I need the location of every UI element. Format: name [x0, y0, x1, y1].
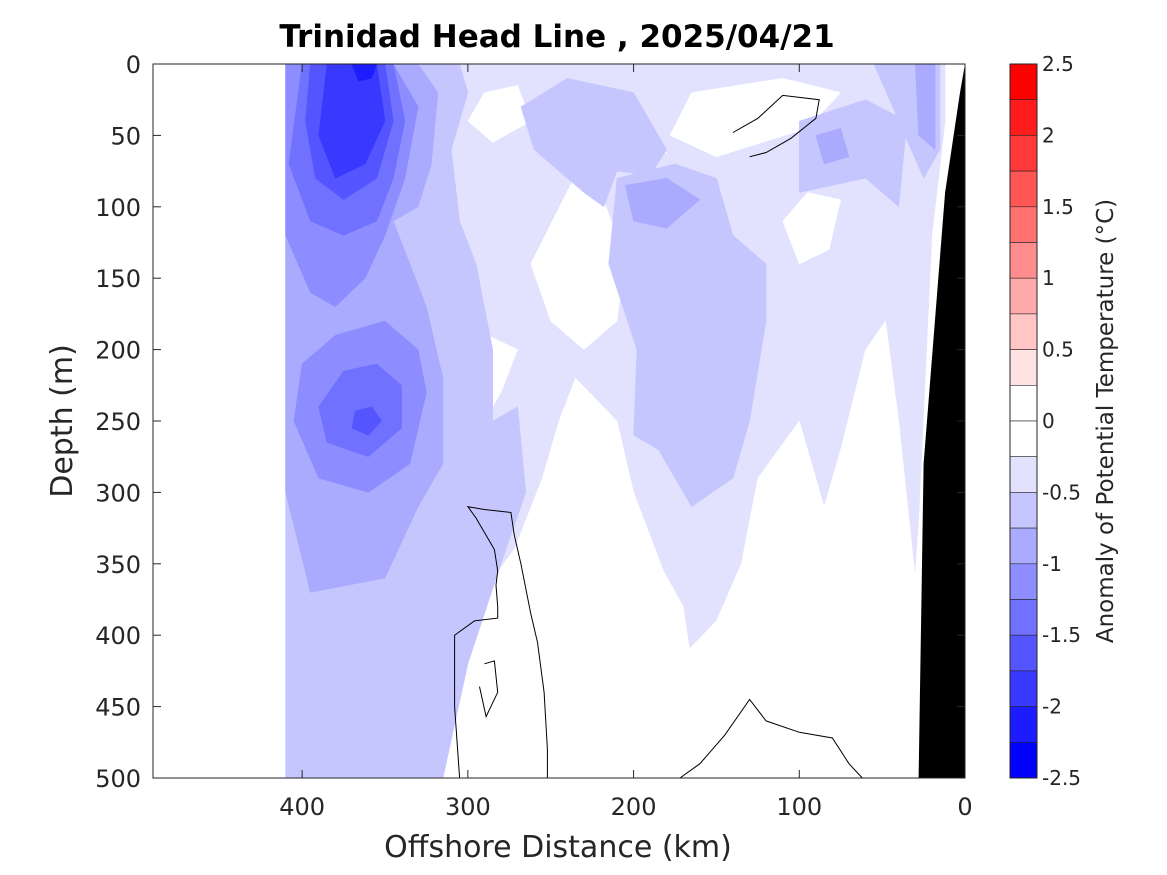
y-tick-label: 150: [95, 265, 141, 293]
anomaly-region-12: [799, 99, 908, 208]
y-tick-label: 50: [110, 122, 141, 150]
colorbar-tick-label: -2.5: [1042, 766, 1081, 790]
y-tick-label: 350: [95, 551, 141, 579]
colorbar-swatch-19: [1009, 741, 1038, 779]
colorbar-frame: [1009, 63, 1038, 779]
colorbar-swatch-5: [1009, 242, 1038, 279]
y-axis-label: Depth (m): [45, 344, 80, 498]
y-tick-label: 300: [95, 479, 141, 507]
x-axis-ticks: 400 300 200 100 0: [279, 64, 973, 821]
anomaly-region-1: [467, 85, 532, 143]
colorbar-tick-label: -0.5: [1042, 480, 1081, 504]
y-tick-label: 400: [95, 622, 141, 650]
colorbar-swatch-10: [1009, 420, 1038, 458]
y-tick-label: 250: [95, 408, 141, 436]
zero-contour-2: [679, 698, 863, 779]
colorbar-swatch-6: [1009, 277, 1038, 315]
anomaly-region-7: [657, 320, 919, 779]
y-tick-label: 500: [95, 765, 141, 793]
colorbar-tick-label: 1: [1042, 266, 1055, 290]
plot-area: 400 300 200 100 0 0 50 100 150 200 250 300 350 400 45…: [95, 51, 972, 821]
x-tick-label: 0: [957, 793, 972, 821]
colorbar-swatch-2: [1009, 135, 1038, 172]
colorbar-swatch-9: [1009, 384, 1038, 422]
colorbar-swatch-11: [1009, 456, 1038, 493]
anomaly-region-23: [351, 406, 383, 436]
colorbar-tick-label: -1.5: [1042, 623, 1081, 647]
colorbar: 2.5 2 1.5 1 0.5 0 -0.5 -1 -1.5 -2 -2.5: [1009, 52, 1081, 790]
anomaly-region-15: [624, 177, 701, 229]
x-tick-label: 300: [445, 793, 491, 821]
x-tick-label: 400: [279, 793, 325, 821]
zero-contour-3: [732, 94, 820, 158]
colorbar-swatch-4: [1009, 206, 1038, 243]
bathymetry-shape: [918, 64, 965, 778]
colorbar-tick-label: -2: [1042, 695, 1062, 719]
anomaly-fill-regions: [285, 63, 946, 779]
colorbar-swatch-17: [1009, 670, 1038, 707]
colorbar-swatch-18: [1009, 706, 1038, 743]
x-axis-label: Offshore Distance (km): [384, 830, 732, 865]
x-tick-label: 100: [776, 793, 822, 821]
zero-contour-0: [454, 506, 548, 779]
chart-title: Trinidad Head Line , 2025/04/21: [279, 19, 834, 55]
colorbar-tick-label: 1.5: [1042, 195, 1074, 219]
colorbar-swatch-1: [1009, 99, 1038, 136]
colorbar-tick-label: 2.5: [1042, 52, 1074, 76]
colorbar-swatches: [1009, 63, 1038, 779]
colorbar-swatch-3: [1009, 170, 1038, 208]
colorbar-swatch-0: [1009, 63, 1038, 101]
colorbar-swatch-8: [1009, 349, 1038, 386]
colorbar-swatch-12: [1009, 492, 1038, 529]
y-axis-ticks: 0 50 100 150 200 250 300 350 400 450 500: [95, 51, 965, 793]
anomaly-region-11: [608, 163, 767, 508]
bathymetry-layer: [918, 64, 965, 778]
colorbar-tick-label: 0.5: [1042, 338, 1074, 362]
colorbar-label: Anomaly of Potential Temperature (°C): [1093, 199, 1119, 643]
y-tick-label: 0: [126, 51, 141, 79]
colorbar-tick-label: -1: [1042, 552, 1062, 576]
colorbar-tick-label: 0: [1042, 409, 1055, 433]
anomaly-region-8: [782, 192, 842, 265]
colorbar-swatch-15: [1009, 599, 1038, 636]
colorbar-swatch-16: [1009, 634, 1038, 672]
y-tick-label: 100: [95, 194, 141, 222]
y-tick-label: 200: [95, 337, 141, 365]
anomaly-region-17: [815, 127, 850, 165]
colorbar-swatch-13: [1009, 527, 1038, 565]
colorbar-tick-label: 2: [1042, 123, 1055, 147]
colorbar-swatch-14: [1009, 563, 1038, 600]
colorbar-ticks: 2.5 2 1.5 1 0.5 0 -0.5 -1 -1.5 -2 -2.5: [1042, 52, 1081, 790]
zero-contour-1: [479, 660, 499, 719]
y-tick-label: 450: [95, 694, 141, 722]
x-tick-label: 200: [611, 793, 657, 821]
colorbar-swatch-7: [1009, 313, 1038, 350]
zero-contour-lines: [454, 94, 863, 779]
